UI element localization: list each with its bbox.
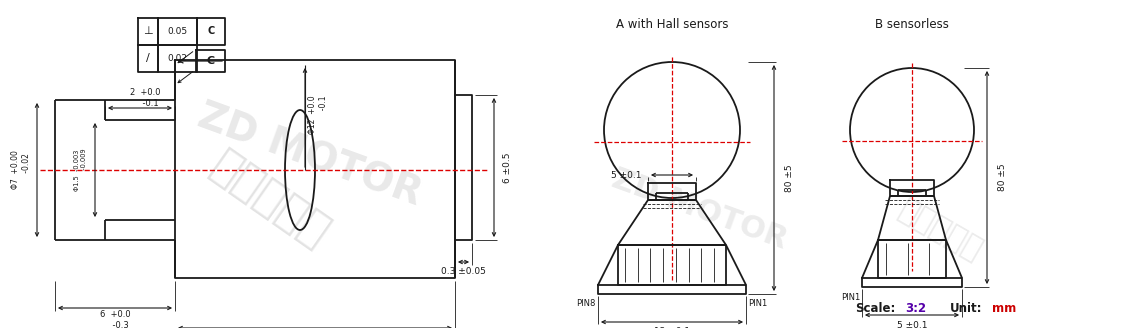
Text: 0.05: 0.05 — [167, 27, 188, 36]
Text: Scale:: Scale: — [855, 301, 896, 315]
Text: 6 ±0.5: 6 ±0.5 — [503, 152, 512, 183]
Text: 3:2: 3:2 — [905, 301, 926, 315]
Text: 0.3 ±0.05: 0.3 ±0.05 — [442, 268, 486, 277]
Text: 2  +0.0
    -0.1: 2 +0.0 -0.1 — [130, 88, 160, 108]
Text: PIN1: PIN1 — [748, 299, 767, 309]
Text: 6  +0.0
    -0.3: 6 +0.0 -0.3 — [100, 310, 131, 328]
Text: PIN8: PIN8 — [577, 299, 596, 309]
Text: B sensorless: B sensorless — [875, 18, 949, 31]
Text: 5 ±0.1: 5 ±0.1 — [611, 171, 641, 179]
Text: C: C — [206, 56, 215, 66]
Text: 万至达电机: 万至达电机 — [203, 144, 337, 256]
Text: Unit:: Unit: — [950, 301, 982, 315]
Text: /: / — [146, 53, 150, 64]
Text: 5 ±0.1: 5 ±0.1 — [897, 320, 927, 328]
Text: 80 ±5: 80 ±5 — [998, 164, 1007, 191]
Text: C: C — [207, 27, 215, 36]
Text: 万至达电机: 万至达电机 — [893, 195, 987, 265]
Text: PIN1: PIN1 — [841, 293, 860, 301]
Text: 80 ±5: 80 ±5 — [785, 164, 794, 192]
Text: Φ7  +0.00
      -0.02: Φ7 +0.00 -0.02 — [11, 151, 31, 190]
Text: ⊥: ⊥ — [143, 27, 152, 36]
Text: ZD MOTOR: ZD MOTOR — [609, 165, 792, 255]
Text: 0.02: 0.02 — [167, 54, 188, 63]
Text: ZD MOTOR: ZD MOTOR — [193, 97, 427, 213]
Text: Φ12  +0.0
          -0.1: Φ12 +0.0 -0.1 — [308, 96, 328, 134]
Text: mm: mm — [992, 301, 1016, 315]
Text: A with Hall sensors: A with Hall sensors — [616, 18, 728, 31]
Text: Φ1.5  -0.003
          -0.009: Φ1.5 -0.003 -0.009 — [74, 149, 88, 191]
Text: 12 ±0.1: 12 ±0.1 — [654, 327, 690, 328]
